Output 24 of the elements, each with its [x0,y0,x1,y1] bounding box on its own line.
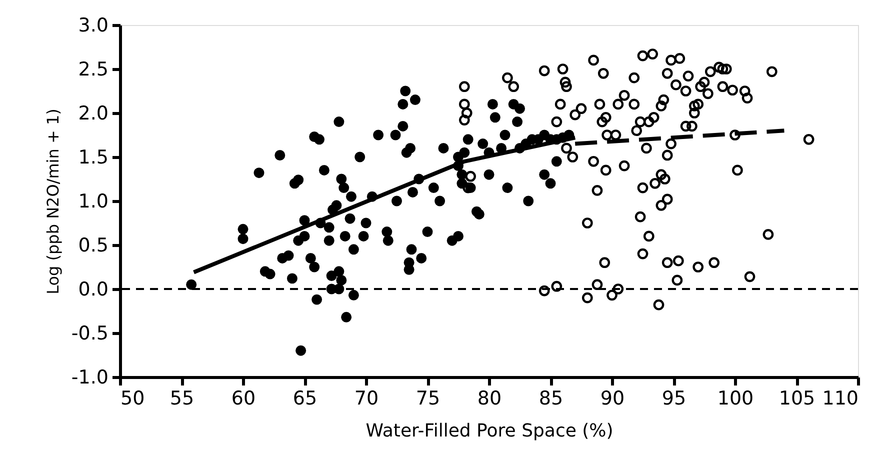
x-axis-title: Water-Filled Pore Space (%) [366,420,614,442]
x-tick-label: 80 [477,388,502,410]
x-tick-label: 105 [778,388,816,410]
x-tick-label: 85 [538,388,564,410]
x-tick-label: 90 [600,388,625,410]
y-tick-label: 3.0 [78,14,108,36]
x-tick-label: 50 [120,388,145,410]
y-tick-label: -1.0 [71,366,108,388]
x-tick-label: 70 [354,388,379,410]
y-tick-label: 1.0 [78,190,108,212]
y-tick-label: 0.5 [78,234,108,256]
y-tick-label: -0.5 [71,322,108,344]
x-tick-label: 65 [292,388,318,410]
x-tick-label: 55 [170,388,194,410]
y-tick-label: 2.5 [78,58,108,80]
y-tick-label: 0.0 [78,278,108,300]
y-axis-title: Log (ppb N2O/min + 1) [43,108,62,294]
x-tick-label: 60 [231,388,256,410]
y-tick-label: 1.5 [78,146,108,168]
x-tick-label: 75 [416,388,440,410]
x-tick-label: 95 [662,388,686,410]
x-tick-label: 100 [717,388,754,410]
y-tick-label: 2.0 [78,102,108,124]
x-tick-label: 110 [822,388,858,410]
